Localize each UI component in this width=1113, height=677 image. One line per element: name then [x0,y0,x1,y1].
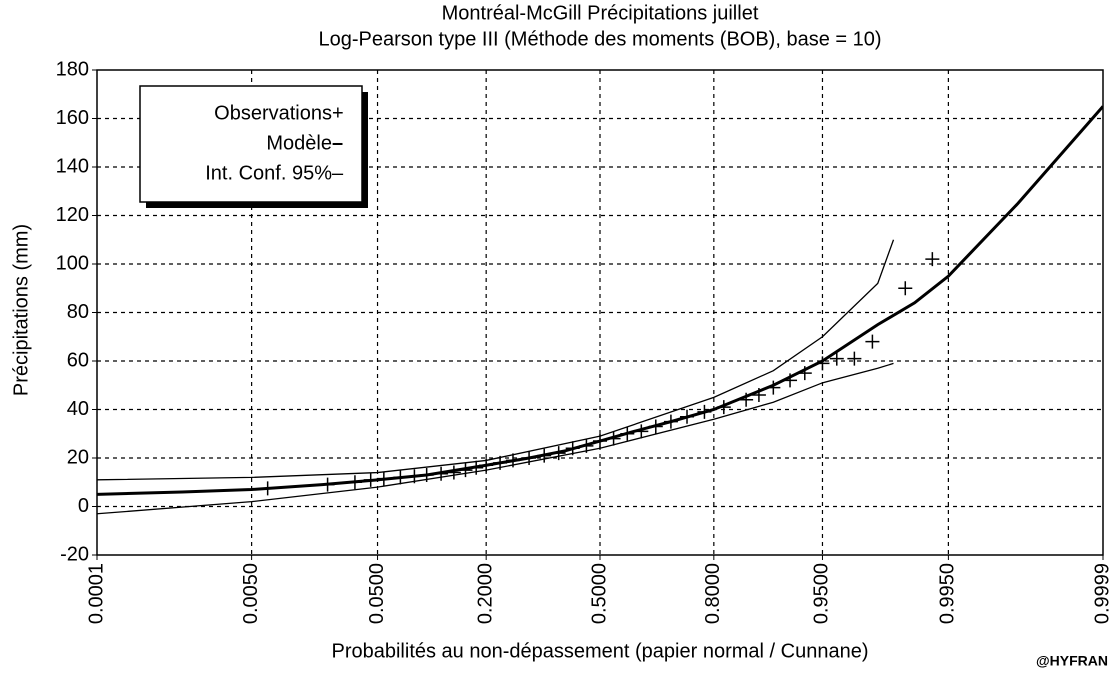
y-tick-label: 40 [67,398,89,420]
observation [697,404,712,419]
observation [347,475,362,490]
legend-label: Int. Conf. 95% [205,162,332,184]
observation [522,451,537,465]
observation [829,351,844,366]
y-tick-label: 80 [67,301,89,323]
observation [815,356,830,371]
observation [458,463,473,478]
y-tick-label: 60 [67,349,89,371]
observation [898,281,913,296]
y-tick-label: -20 [60,543,89,565]
plot-frame [96,69,1104,556]
observation [260,481,275,496]
observation [407,469,422,484]
model-line [97,105,1103,496]
x-tick-label: 0.8000 [702,563,724,624]
y-tick-label: 120 [56,204,89,226]
x-tick-label: 0.0001 [85,563,107,624]
credit: @HYFRAN [1036,653,1108,669]
y-tick-label: 140 [56,155,89,177]
y-tick-label: 100 [56,252,89,274]
observation [865,334,880,349]
observation [393,470,408,485]
observation [320,477,335,492]
observation [797,366,812,381]
observation [766,380,781,395]
observation [847,351,862,366]
legend-symbol: – [332,132,343,154]
observation [579,438,594,453]
x-tick-label: 0.0050 [240,563,262,624]
x-tick-label: 0.0500 [366,563,388,624]
y-tick-label: 160 [56,107,89,129]
x-tick-label: 0.5000 [588,563,610,624]
x-tick-label: 0.9500 [811,563,833,624]
legend [139,85,363,203]
observation [537,448,552,463]
legend-symbol: – [332,162,344,184]
observation [376,471,391,486]
observation [925,252,940,267]
y-axis-label: Précipitations (mm) [10,224,32,396]
observation [648,419,663,434]
observation [434,466,449,481]
legend-label: Modèle [266,132,332,154]
observation [593,434,607,449]
observation [505,453,520,468]
observation [419,467,434,482]
ci-upper [97,239,895,481]
observation [634,424,649,439]
x-tick-label: 0.9950 [937,563,959,624]
observation [493,455,508,470]
observation [620,426,635,441]
chart-title: Montréal-McGill Précipitations juillet [442,2,759,24]
observation [469,460,484,475]
observation [479,458,494,473]
observation [565,441,580,456]
x-tick-label: 0.9999 [1091,563,1113,624]
chart-subtitle: Log-Pearson type III (Méthode des moment… [318,28,881,50]
observation [446,465,461,480]
x-tick-label: 0.2000 [474,563,496,624]
observation [716,400,731,415]
y-tick-label: 180 [56,58,89,80]
x-axis-label: Probabilités au non-dépassement (papier … [332,640,869,662]
observation [680,409,695,424]
observation [739,392,754,407]
y-tick-label: 0 [78,495,89,517]
y-tick-label: 20 [67,446,89,468]
observation [783,373,798,388]
observation [551,446,566,461]
legend-label: Observations [214,102,332,124]
observation [363,472,378,487]
observation [751,387,766,402]
ci-lower [97,362,894,515]
observation [606,431,621,446]
legend-symbol: + [332,102,344,124]
observation [663,414,678,429]
